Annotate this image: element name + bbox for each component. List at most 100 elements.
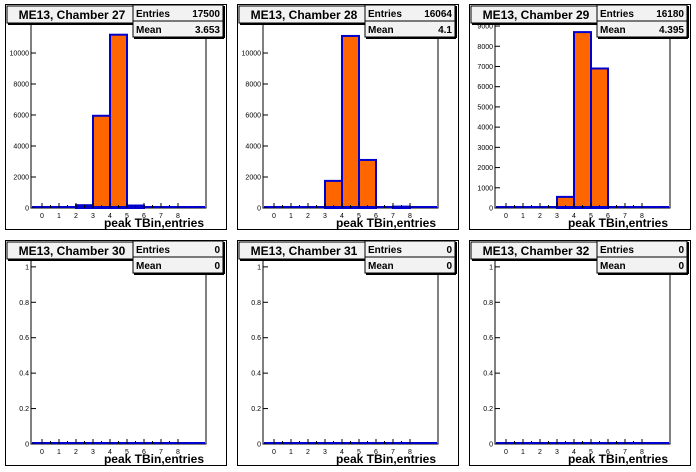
- x-tick-label: 2: [538, 213, 542, 220]
- x-tick-label: 6: [606, 213, 610, 220]
- plot-frame: [494, 257, 671, 445]
- x-tick-label: 7: [159, 213, 163, 220]
- stats-entries-label: Entries: [600, 9, 634, 20]
- histogram-bin: [324, 179, 343, 209]
- x-tick-label: 3: [555, 449, 559, 456]
- x-tick-label: 4: [108, 449, 112, 456]
- y-tick-label: 0.2: [19, 406, 29, 413]
- stats-mean-label: Mean: [368, 261, 394, 272]
- stats-mean-label: Mean: [136, 261, 162, 272]
- x-axis-label: peak TBin,entries: [104, 216, 204, 230]
- histogram-pad: 0 1 2 3 4 5 6 7 8 0 1000 2000 3000 4000 5000 6000 7000 80…: [469, 4, 691, 230]
- x-tick-label: 2: [74, 449, 78, 456]
- x-tick-label: 0: [40, 213, 44, 220]
- y-tick-label: 6000: [13, 113, 29, 120]
- x-tick-label: 8: [408, 213, 412, 220]
- x-tick-label: 4: [572, 449, 576, 456]
- y-tick-label: 0: [25, 442, 29, 449]
- histogram-pad: 0 1 2 3 4 5 6 7 8 0 2000 4000 6000 8000 10000 peak TBin…: [237, 4, 459, 230]
- stats-entries-value: 17500: [192, 9, 220, 20]
- x-tick-label: 8: [640, 213, 644, 220]
- histogram-bin: [92, 114, 111, 209]
- x-tick-label: 0: [40, 449, 44, 456]
- x-tick-label: 6: [606, 449, 610, 456]
- x-tick-label: 2: [306, 449, 310, 456]
- histogram-bin: [358, 158, 377, 209]
- y-tick-label: 0.2: [251, 406, 261, 413]
- x-tick-label: 7: [391, 449, 395, 456]
- histogram-bin: [573, 31, 592, 210]
- y-tick-label: 3000: [477, 145, 493, 152]
- stats-mean-value: 0: [446, 261, 452, 272]
- histogram-pad: 0 1 2 3 4 5 6 7 8 0 0.2 0.4 0.6 0.8 1 peak TBin,entries…: [5, 240, 227, 466]
- y-tick-label: 0: [257, 206, 261, 213]
- x-tick-label: 7: [391, 213, 395, 220]
- x-axis-label: peak TBin,entries: [104, 452, 204, 466]
- y-tick-label: 8000: [13, 82, 29, 89]
- x-tick-label: 6: [142, 449, 146, 456]
- x-tick-label: 4: [108, 213, 112, 220]
- stats-mean-label: Mean: [600, 25, 626, 36]
- x-tick-label: 4: [340, 213, 344, 220]
- y-tick-label: 0: [25, 206, 29, 213]
- histogram-title: ME13, Chamber 30: [19, 244, 126, 258]
- stats-mean-value: 3.653: [195, 25, 220, 36]
- x-tick-label: 1: [289, 449, 293, 456]
- y-tick-label: 0.8: [251, 300, 261, 307]
- y-tick-label: 2000: [13, 175, 29, 182]
- x-tick-label: 0: [504, 213, 508, 220]
- stats-entries-value: 0: [214, 245, 220, 256]
- y-tick-label: 2000: [477, 165, 493, 172]
- x-tick-label: 1: [289, 213, 293, 220]
- y-tick-label: 8000: [245, 82, 261, 89]
- y-tick-label: 1: [489, 264, 493, 271]
- y-tick-label: 0.6: [19, 335, 29, 342]
- x-axis-label: peak TBin,entries: [568, 216, 668, 230]
- x-tick-label: 5: [125, 213, 129, 220]
- x-tick-label: 6: [142, 213, 146, 220]
- histogram-title: ME13, Chamber 29: [483, 8, 590, 22]
- y-tick-label: 9000: [477, 24, 493, 31]
- x-tick-label: 3: [555, 213, 559, 220]
- histogram-pad: 0 1 2 3 4 5 6 7 8 0 0.2 0.4 0.6 0.8 1 peak TBin,entries…: [469, 240, 691, 466]
- y-tick-label: 0.6: [483, 335, 493, 342]
- stats-entries-label: Entries: [136, 245, 170, 256]
- x-tick-label: 4: [340, 449, 344, 456]
- x-axis-label: peak TBin,entries: [568, 452, 668, 466]
- y-tick-label: 0.6: [251, 335, 261, 342]
- stats-mean-value: 4.1: [438, 25, 452, 36]
- y-tick-label: 0: [489, 206, 493, 213]
- y-tick-label: 0.8: [483, 300, 493, 307]
- stats-entries-value: 16064: [424, 9, 452, 20]
- x-tick-label: 5: [357, 449, 361, 456]
- histogram-pad: 0 1 2 3 4 5 6 7 8 0 0.2 0.4 0.6 0.8 1 peak TBin,entries…: [237, 240, 459, 466]
- x-tick-label: 1: [57, 213, 61, 220]
- stats-entries-value: 0: [446, 245, 452, 256]
- histogram-bin: [341, 34, 360, 210]
- x-tick-label: 5: [589, 213, 593, 220]
- stats-mean-label: Mean: [368, 25, 394, 36]
- stats-mean-label: Mean: [136, 25, 162, 36]
- x-tick-label: 2: [538, 449, 542, 456]
- y-tick-label: 6000: [245, 113, 261, 120]
- histogram-title: ME13, Chamber 32: [483, 244, 590, 258]
- y-tick-label: 0.4: [251, 371, 261, 378]
- x-tick-label: 3: [91, 449, 95, 456]
- stats-mean-value: 0: [678, 261, 684, 272]
- stats-mean-label: Mean: [600, 261, 626, 272]
- stats-mean-value: 4.395: [659, 25, 684, 36]
- stats-mean-value: 0: [214, 261, 220, 272]
- x-tick-label: 7: [159, 449, 163, 456]
- y-tick-label: 1: [25, 264, 29, 271]
- stats-entries-label: Entries: [600, 245, 634, 256]
- y-tick-label: 4000: [245, 144, 261, 151]
- x-tick-label: 8: [640, 449, 644, 456]
- y-tick-label: 2000: [245, 175, 261, 182]
- stats-entries-label: Entries: [368, 245, 402, 256]
- plot-frame: [30, 257, 207, 445]
- y-tick-label: 0.2: [483, 406, 493, 413]
- stats-entries-label: Entries: [368, 9, 402, 20]
- x-tick-label: 4: [572, 213, 576, 220]
